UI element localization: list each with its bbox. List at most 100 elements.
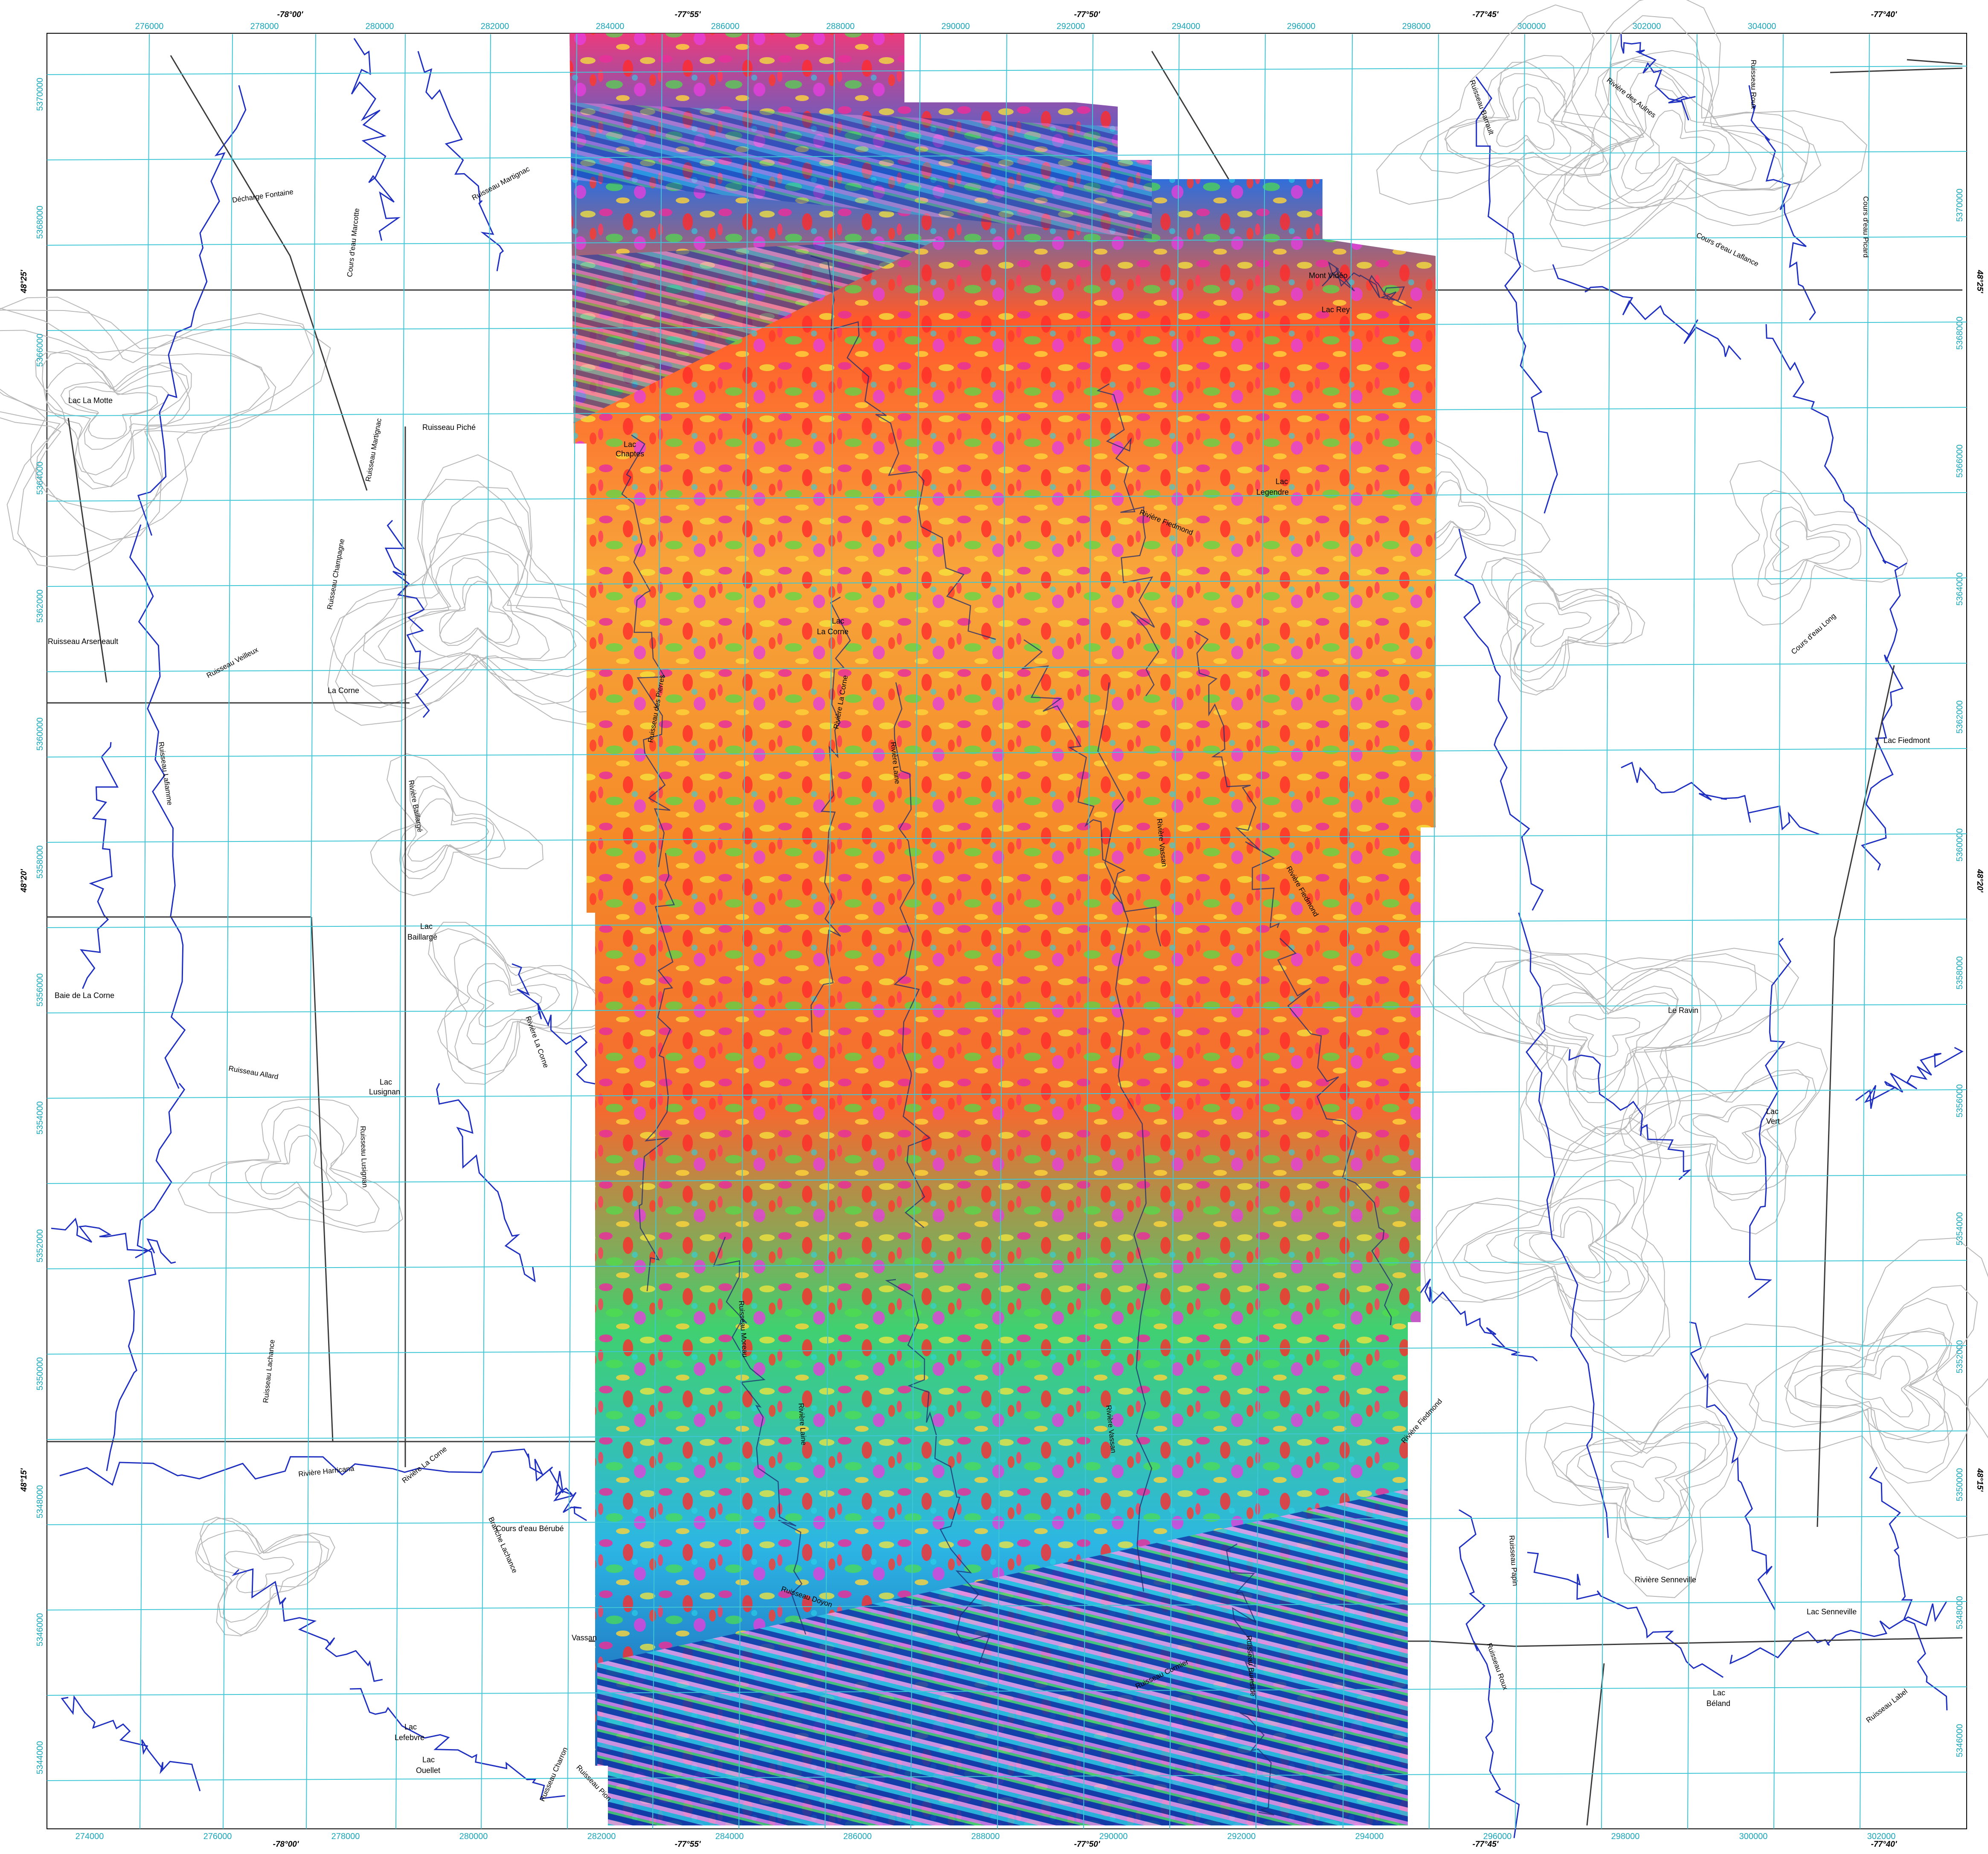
lon-label: -78°00' <box>273 1840 299 1849</box>
northing-tick-label: 5346000 <box>1955 1724 1965 1757</box>
place-label: Lusignan <box>369 1088 400 1096</box>
easting-tick-label: 278000 <box>331 1832 360 1841</box>
place-label: Le Ravin <box>1668 1006 1698 1015</box>
easting-tick-label: 300000 <box>1739 1832 1768 1841</box>
northing-tick-label: 5348000 <box>35 1485 45 1518</box>
place-label: La Corne <box>817 627 849 636</box>
easting-tick-label: 296000 <box>1287 22 1316 31</box>
easting-tick-label: 288000 <box>971 1832 1000 1841</box>
easting-tick-label: 292000 <box>1057 22 1085 31</box>
lon-label: -77°45' <box>1473 1840 1499 1849</box>
lon-label: -77°50' <box>1074 1840 1101 1849</box>
northing-labels-left: 5370000 5368000 5366000 5364000 5362000 53600… <box>35 78 45 1774</box>
easting-tick-label: 290000 <box>942 22 970 31</box>
place-label: Cours d'eau Bérubé <box>496 1524 564 1533</box>
northing-tick-label: 5362000 <box>35 589 45 623</box>
northing-tick-label: 5354000 <box>1955 1212 1965 1245</box>
magnetic-survey-grid <box>570 33 1436 1825</box>
place-label: Vassan <box>572 1633 597 1642</box>
lat-label: 48°15' <box>20 1468 29 1492</box>
northing-tick-label: 5360000 <box>1955 828 1965 862</box>
easting-tick-label: 280000 <box>366 22 394 31</box>
place-label: Lac <box>404 1723 417 1731</box>
place-label: Lac <box>1276 477 1288 486</box>
place-label: Lac La Motte <box>68 396 113 405</box>
place-label: Lac <box>380 1078 392 1086</box>
place-label: Baie de La Corne <box>55 991 114 1000</box>
lat-label: 48°15' <box>1975 1468 1984 1492</box>
place-label: Lac <box>1713 1689 1725 1697</box>
place-label: La Corne <box>328 686 359 695</box>
easting-tick-label: 278000 <box>250 22 279 31</box>
easting-tick-label: 302000 <box>1867 1832 1896 1841</box>
easting-labels-bottom: 274000 276000 278000 280000 282000 284000 2860… <box>76 1832 1896 1841</box>
easting-tick-label: 274000 <box>76 1832 104 1841</box>
lon-label: -77°55' <box>675 10 701 19</box>
northing-tick-label: 5362000 <box>1955 700 1965 734</box>
place-label: Béland <box>1706 1699 1730 1708</box>
northing-tick-label: 5366000 <box>35 334 45 367</box>
place-label: Ouellet <box>416 1766 440 1775</box>
easting-tick-label: 296000 <box>1483 1832 1512 1841</box>
easting-tick-label: 282000 <box>481 22 509 31</box>
lon-label: -77°50' <box>1074 10 1101 19</box>
longitude-labels-top: -78°00' -77°55' -77°50' -77°45' -77°40' <box>277 10 1898 19</box>
place-label: Ruisseau Roux <box>1750 60 1758 109</box>
easting-tick-label: 286000 <box>711 22 740 31</box>
place-label: Lac <box>832 617 844 625</box>
easting-tick-label: 298000 <box>1611 1832 1640 1841</box>
northing-tick-label: 5360000 <box>35 717 45 751</box>
northing-tick-label: 5354000 <box>35 1101 45 1134</box>
northing-tick-label: 5366000 <box>1955 444 1965 478</box>
easting-tick-label: 302000 <box>1633 22 1661 31</box>
easting-tick-label: 276000 <box>203 1832 232 1841</box>
northing-tick-label: 5350000 <box>1955 1468 1965 1501</box>
easting-tick-label: 298000 <box>1402 22 1431 31</box>
easting-tick-label: 294000 <box>1355 1832 1384 1841</box>
lat-label: 48°25' <box>20 269 29 293</box>
place-label: Lac <box>1766 1107 1779 1116</box>
place-label: Chaptes <box>616 450 644 458</box>
northing-tick-label: 5352000 <box>1955 1340 1965 1373</box>
easting-tick-label: 294000 <box>1172 22 1200 31</box>
lon-label: -77°40' <box>1871 1840 1898 1849</box>
place-label: Mont Vidéo <box>1309 271 1348 280</box>
lon-label: -78°00' <box>277 10 304 19</box>
northing-tick-label: 5364000 <box>35 461 45 495</box>
easting-tick-label: 290000 <box>1099 1832 1128 1841</box>
easting-tick-label: 284000 <box>596 22 625 31</box>
lon-label: -77°45' <box>1473 10 1499 19</box>
easting-tick-label: 280000 <box>459 1832 488 1841</box>
longitude-labels-bottom: -78°00' -77°55' -77°50' -77°45' -77°40' <box>273 1840 1898 1849</box>
lat-label: 48°25' <box>1975 270 1984 294</box>
northing-tick-label: 5368000 <box>1955 316 1965 350</box>
northing-tick-label: 5358000 <box>35 845 45 879</box>
place-label: Lac <box>420 922 433 931</box>
place-label: Baillargé <box>407 933 437 941</box>
place-label: Cours d'eau Picard <box>1862 196 1870 258</box>
easting-tick-label: 288000 <box>826 22 855 31</box>
latitude-labels-right: 48°25' 48°20' 48°15' <box>1975 270 1984 1492</box>
easting-labels-top: 276000 278000 280000 282000 284000 286000 2880… <box>135 22 1776 31</box>
easting-tick-label: 300000 <box>1517 22 1546 31</box>
northing-tick-label: 5348000 <box>1955 1596 1965 1629</box>
easting-tick-label: 292000 <box>1227 1832 1256 1841</box>
northing-tick-label: 5356000 <box>1955 1084 1965 1117</box>
lat-label: 48°20' <box>20 868 29 893</box>
easting-tick-label: 276000 <box>135 22 164 31</box>
northing-tick-label: 5368000 <box>35 206 45 239</box>
northing-tick-label: 5358000 <box>1955 956 1965 989</box>
northing-tick-label: 5356000 <box>35 973 45 1007</box>
place-label: Lefebvre <box>395 1733 424 1742</box>
northing-labels-right: 5370000 5368000 5366000 5364000 5362000 53600… <box>1955 189 1965 1854</box>
northing-tick-label: 5364000 <box>1955 572 1965 606</box>
place-label: Lac Senneville <box>1807 1607 1857 1616</box>
northing-tick-label: 5344000 <box>35 1741 45 1774</box>
utm-grid <box>47 34 1967 1829</box>
place-label: Rivière Senneville <box>1635 1575 1696 1584</box>
northing-tick-label: 5350000 <box>35 1357 45 1390</box>
lon-label: -77°55' <box>675 1840 701 1849</box>
place-label: Ruisseau Arseneault <box>48 637 118 646</box>
